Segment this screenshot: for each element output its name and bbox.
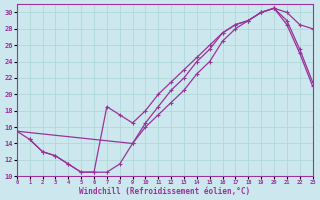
X-axis label: Windchill (Refroidissement éolien,°C): Windchill (Refroidissement éolien,°C) <box>79 187 250 196</box>
